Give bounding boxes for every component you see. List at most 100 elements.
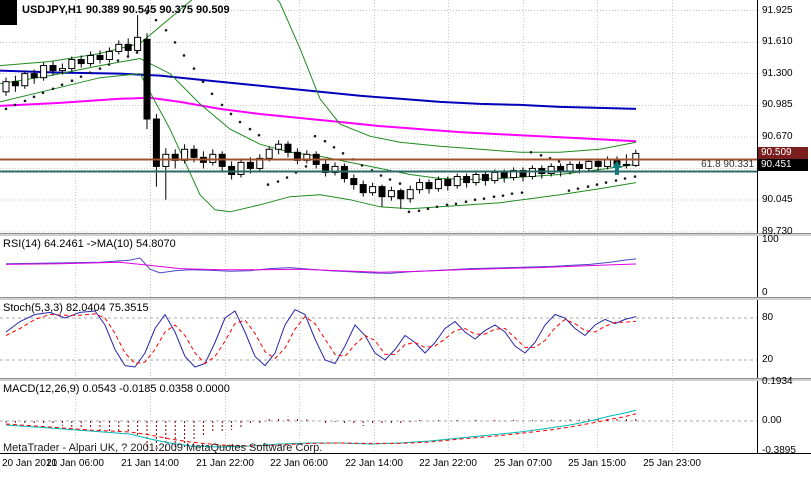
axis-tick-label: 100 [762,233,779,245]
axis-tick-label: 90.670 [762,131,793,143]
sar-dot [164,28,168,32]
indicator-line-rsi-line [5,257,637,274]
price-marker: 90.451 [758,159,808,172]
candle [68,59,76,70]
candle [622,163,630,166]
fibo-level-label: 61.8 90.331 [701,159,754,171]
time-axis-label: 25 Jan 07:00 [494,458,552,469]
candle [331,165,339,173]
sar-dot [285,176,289,179]
candle [152,118,160,167]
sar-dot [220,103,224,107]
candle [406,189,414,200]
symbol-period-label: USDJPY,H1 [22,4,82,16]
axis-tick-label: 90.045 [762,194,793,206]
sar-dot [51,87,55,91]
stochastic-pane[interactable] [0,300,757,378]
rsi-indicator-label: RSI(14) 64.2461 ->MA(10) 54.8070 [3,238,176,250]
candle [481,173,489,182]
sar-dot [464,200,468,204]
axis-tick-label: 20 [762,354,774,365]
sar-dot [23,99,27,103]
pane-separator[interactable] [0,233,811,236]
axis-tick-label: 0.1934 [762,376,793,388]
candle [575,163,583,169]
candle [378,186,386,198]
sar-dot [586,185,590,188]
sar-dot [201,80,205,84]
corner-artifact [0,0,17,25]
sar-dot [182,54,186,57]
sar-dot [154,18,158,22]
sar-dot [248,127,252,131]
candle [528,167,536,178]
price-axis-line [757,0,758,454]
time-axis-label: 21 Jan 22:00 [196,458,254,469]
time-axis[interactable]: 20 Jan 2010 21 Jan 06:00 21 Jan 14:00 21 Ja… [0,456,811,479]
sar-dot [398,182,402,185]
sar-dot [332,145,336,149]
sar-dot [614,179,618,182]
sar-dot [313,134,317,138]
stoch-canvas[interactable] [0,300,757,378]
candle [340,165,348,180]
indicator-line-rsi-ma [5,261,637,273]
sar-dot [510,192,514,195]
sar-dot [210,92,214,96]
time-axis-label: 22 Jan 22:00 [419,458,477,469]
sar-dot [116,59,120,62]
candle [115,43,123,52]
sar-dot [60,83,64,87]
candle [416,182,424,191]
axis-tick-label: 91.300 [762,67,793,79]
pane-separator[interactable] [0,297,811,300]
price-pane[interactable]: 61.8 90.331 [0,0,757,233]
sar-dot [576,187,580,190]
candle [87,54,95,65]
candle [2,81,10,93]
sar-dot [192,67,196,70]
candle [21,73,29,87]
candle [134,36,142,51]
sar-dot [341,152,345,155]
price-canvas[interactable] [0,0,757,233]
pane-separator[interactable] [0,378,811,381]
candle [49,65,57,72]
candle [246,161,254,169]
indicator-line-stoch-k [5,308,637,368]
copyright-text: MetaTrader - Alpari UK, ? 2001-2009 Meta… [3,442,323,454]
indicator-line-ma-blue [0,69,637,110]
sar-dot [360,164,364,167]
sar-dot [623,177,627,180]
candle [604,158,612,167]
macd-pane[interactable] [0,381,757,453]
rsi-canvas[interactable] [0,236,757,297]
macd-canvas[interactable] [0,381,757,453]
sar-dot [417,209,421,213]
sar-dot [604,181,608,184]
axis-tick-label: -0.3895 [762,445,796,456]
sar-dot [145,11,149,15]
sar-dot [173,41,177,44]
candle [444,179,452,187]
candle [96,54,104,61]
sar-dot [501,194,505,197]
sar-dot [473,198,477,202]
candle [265,148,273,159]
axis-tick-label: 91.610 [762,36,793,48]
sar-dot [323,139,327,143]
sar-dot [304,165,308,168]
sar-dot [595,183,599,186]
indicator-line-macd-signal [5,413,637,447]
price-axis[interactable]: 91.92591.61091.30090.98590.67090.36090.0… [757,0,811,456]
candle [284,143,292,153]
indicator-line-ma-magenta [0,96,637,143]
axis-tick-label: 0.00 [762,415,782,426]
sar-dot [107,63,111,66]
indicator-line-bb-upper [0,0,637,153]
sar-dot [229,112,233,116]
rsi-pane[interactable] [0,236,757,297]
sar-dot [238,120,242,124]
candle [322,163,330,173]
sar-dot [633,175,637,178]
